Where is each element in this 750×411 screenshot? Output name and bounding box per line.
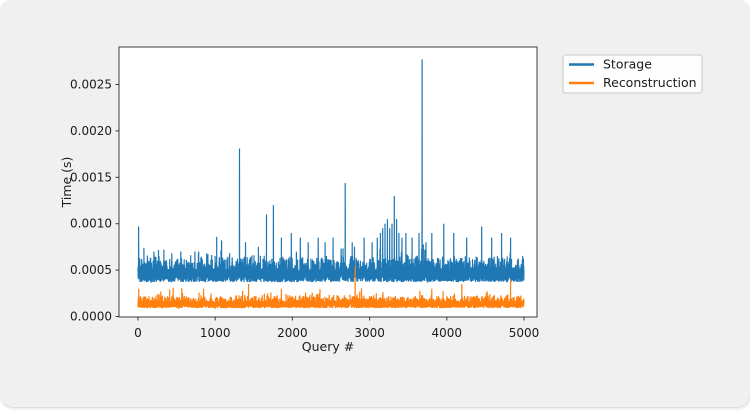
x-axis-title: Query # [302, 339, 354, 354]
y-tick-label: 0.0015 [70, 170, 112, 184]
legend-entry-reconstruction: Reconstruction [569, 75, 697, 90]
y-tick-label: 0.0010 [70, 217, 112, 231]
x-tick-label: 0 [134, 326, 142, 340]
y-axis-title: Time (s) [59, 157, 74, 209]
y-tick-label: 0.0000 [70, 310, 112, 324]
x-tick-label: 3000 [354, 326, 385, 340]
y-tick-label: 0.0005 [70, 263, 112, 277]
storage-line [137, 59, 525, 284]
legend: Storage Reconstruction [562, 54, 703, 94]
y-tick-label: 0.0020 [70, 124, 112, 138]
y-tick-label: 0.0025 [70, 78, 112, 92]
axis-ticks: 0 1000 2000 3000 4000 5000 0.0000 0.0005 0.0010 0… [70, 78, 539, 341]
legend-label: Storage [603, 57, 652, 72]
legend-entry-storage: Storage [569, 57, 652, 72]
legend-label: Reconstruction [603, 75, 697, 90]
series-lines [137, 59, 525, 310]
x-tick-label: 2000 [277, 326, 308, 340]
x-tick-label: 5000 [509, 326, 540, 340]
x-tick-label: 4000 [432, 326, 463, 340]
axes-spines [118, 46, 538, 318]
legend-box [562, 54, 703, 94]
reconstruction-line [137, 266, 525, 310]
x-tick-label: 1000 [200, 326, 231, 340]
